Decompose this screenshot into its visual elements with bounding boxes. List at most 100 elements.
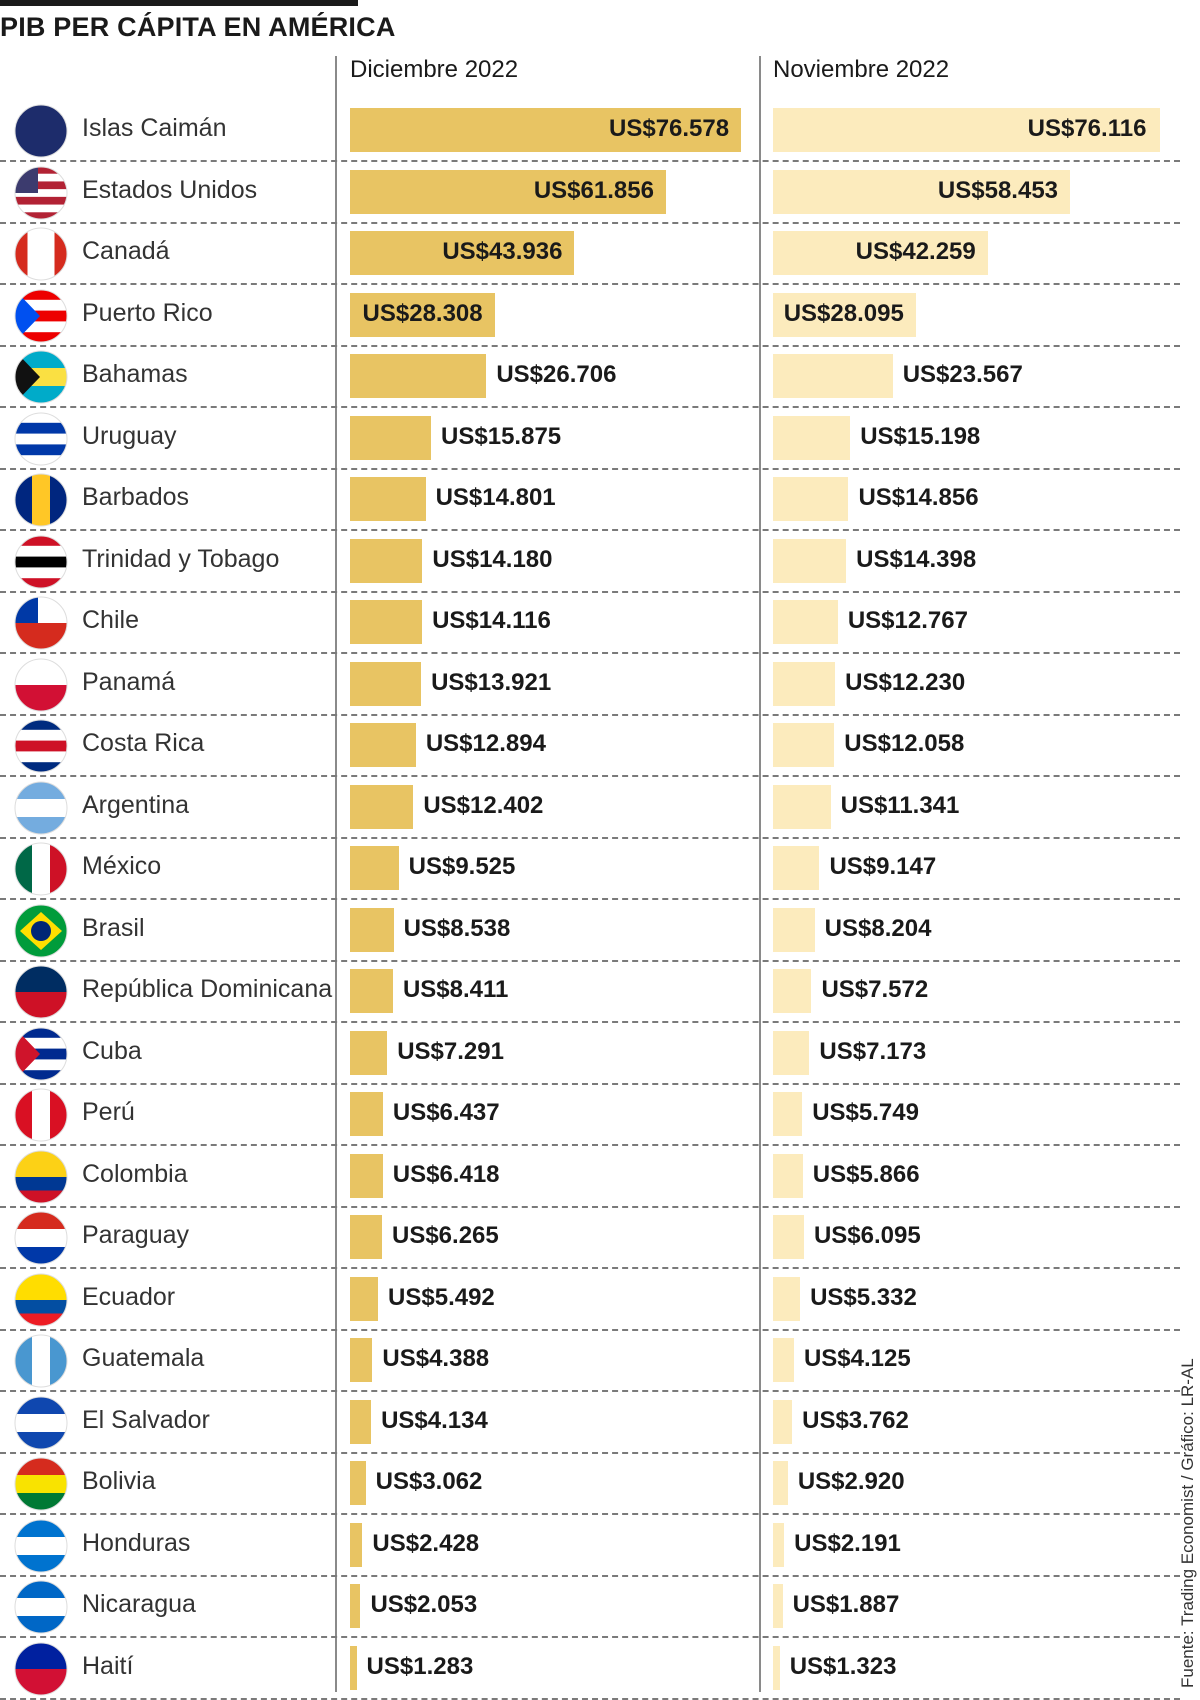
table-row: Canadá US$43.936 US$42.259 bbox=[0, 223, 1200, 285]
bar-dec bbox=[350, 723, 416, 767]
country-label: Canadá bbox=[82, 237, 170, 265]
chart-title: PIB PER CÁPITA EN AMÉRICA bbox=[0, 12, 396, 42]
value-label-dec: US$15.875 bbox=[441, 422, 562, 450]
table-row: Bolivia US$3.062 US$2.920 bbox=[0, 1453, 1200, 1515]
value-label-dec: US$76.578 bbox=[609, 115, 730, 142]
bar-dec bbox=[350, 969, 393, 1013]
value-label-nov: US$58.453 bbox=[937, 176, 1059, 204]
costa-rica-flag-icon bbox=[14, 719, 68, 773]
bar-nov bbox=[773, 723, 835, 767]
chile-flag-icon bbox=[14, 596, 68, 650]
value-label-nov: US$2.191 bbox=[794, 1529, 901, 1557]
row-divider bbox=[0, 467, 1180, 470]
country-label: Brasil bbox=[82, 913, 145, 942]
bar-nov bbox=[773, 1276, 801, 1321]
table-row: Brasil US$8.538 US$8.204 bbox=[0, 900, 1200, 962]
value-label-dec: US$5.492 bbox=[388, 1283, 495, 1311]
value-label-nov: US$5.749 bbox=[812, 1099, 919, 1126]
colombia-flag-icon bbox=[14, 1150, 68, 1203]
row-divider bbox=[0, 1451, 1180, 1454]
value-label-nov: US$5.866 bbox=[812, 1160, 920, 1188]
value-label-dec: US$12.894 bbox=[425, 730, 546, 757]
value-label-nov: US$1.323 bbox=[789, 1652, 897, 1680]
row-divider bbox=[0, 590, 1180, 593]
row-divider bbox=[0, 652, 1180, 654]
value-label-dec: US$4.388 bbox=[382, 1345, 490, 1372]
value-label-dec: US$9.525 bbox=[408, 853, 516, 880]
row-divider bbox=[0, 1328, 1180, 1331]
value-label-nov: US$2.920 bbox=[797, 1468, 905, 1495]
bar-nov bbox=[773, 1092, 803, 1136]
value-label-dec: US$2.053 bbox=[370, 1591, 478, 1618]
bar-dec bbox=[350, 846, 399, 890]
row-divider bbox=[0, 1697, 1180, 1700]
country-label: México bbox=[82, 852, 162, 880]
column-header-november: Noviembre 2022 bbox=[773, 56, 950, 83]
row-divider bbox=[0, 898, 1180, 900]
table-row: Perú US$6.437 US$5.749 bbox=[0, 1084, 1200, 1146]
bahamas-flag-icon bbox=[14, 350, 68, 404]
bar-nov bbox=[773, 231, 988, 275]
country-label: Guatemala bbox=[82, 1344, 205, 1372]
bar-nov bbox=[773, 1522, 785, 1567]
bar-nov bbox=[773, 600, 838, 644]
value-label-nov: US$28.095 bbox=[783, 299, 904, 327]
value-label-nov: US$7.572 bbox=[821, 976, 929, 1003]
bar-dec bbox=[350, 292, 495, 337]
bar-nov bbox=[773, 354, 893, 398]
bar-nov bbox=[773, 1215, 804, 1259]
usa-flag-icon bbox=[14, 166, 68, 219]
value-label-dec: US$28.308 bbox=[362, 299, 483, 327]
table-row: Colombia US$6.418 US$5.866 bbox=[0, 1146, 1200, 1208]
bar-dec bbox=[350, 1584, 361, 1628]
bar-dec bbox=[350, 477, 426, 521]
column-divider-november bbox=[759, 56, 761, 1692]
value-label-dec: US$14.180 bbox=[432, 545, 553, 573]
table-row: República Dominicana US$8.411 US$7.572 bbox=[0, 961, 1200, 1023]
canada-flag-icon bbox=[14, 227, 68, 281]
country-label: Uruguay bbox=[82, 421, 177, 450]
value-label-nov: US$76.116 bbox=[1027, 115, 1147, 142]
value-label-dec: US$14.116 bbox=[432, 607, 551, 634]
bar-dec bbox=[350, 600, 423, 644]
row-divider bbox=[0, 775, 1180, 777]
table-row: Estados Unidos US$61.856 US$58.453 bbox=[0, 162, 1200, 224]
row-divider bbox=[0, 1390, 1180, 1392]
bar-dec bbox=[350, 1215, 382, 1259]
bar-dec bbox=[350, 1153, 383, 1198]
table-row: Bahamas US$26.706 US$23.567 bbox=[0, 346, 1200, 408]
row-divider bbox=[0, 1082, 1180, 1085]
bar-nov bbox=[773, 1399, 793, 1444]
country-label: El Salvador bbox=[82, 1405, 210, 1434]
bar-dec bbox=[350, 661, 422, 706]
value-label-nov: US$9.147 bbox=[829, 853, 937, 880]
bar-nov bbox=[773, 108, 1160, 152]
peru-flag-icon bbox=[14, 1088, 68, 1142]
bar-nov bbox=[773, 846, 820, 890]
source-note: Fuente: Trading Economist / Gráfico: LR-… bbox=[1178, 1358, 1197, 1688]
ecuador-flag-icon bbox=[14, 1273, 68, 1326]
bar-nov bbox=[773, 907, 815, 952]
dominican-republic-flag-icon bbox=[14, 965, 68, 1019]
country-label: Honduras bbox=[82, 1528, 191, 1557]
row-divider bbox=[0, 713, 1180, 716]
bar-dec bbox=[350, 415, 432, 460]
bar-dec bbox=[350, 1092, 383, 1136]
argentina-flag-icon bbox=[14, 781, 68, 834]
row-divider bbox=[0, 344, 1180, 347]
trinidad-tobago-flag-icon bbox=[14, 535, 68, 588]
value-label-dec: US$13.921 bbox=[431, 668, 552, 696]
table-row: Ecuador US$5.492 US$5.332 bbox=[0, 1269, 1200, 1331]
value-label-nov: US$4.125 bbox=[803, 1345, 911, 1372]
value-label-dec: US$1.283 bbox=[366, 1652, 474, 1680]
value-label-nov: US$12.230 bbox=[845, 668, 966, 696]
bar-dec bbox=[350, 1338, 373, 1382]
cuba-flag-icon bbox=[14, 1027, 68, 1080]
el-salvador-flag-icon bbox=[14, 1396, 68, 1449]
value-label-nov: US$11.341 bbox=[840, 791, 960, 819]
bolivia-flag-icon bbox=[14, 1457, 68, 1511]
bar-dec bbox=[350, 169, 666, 214]
bar-dec bbox=[350, 1030, 388, 1075]
barbados-flag-icon bbox=[14, 473, 68, 527]
